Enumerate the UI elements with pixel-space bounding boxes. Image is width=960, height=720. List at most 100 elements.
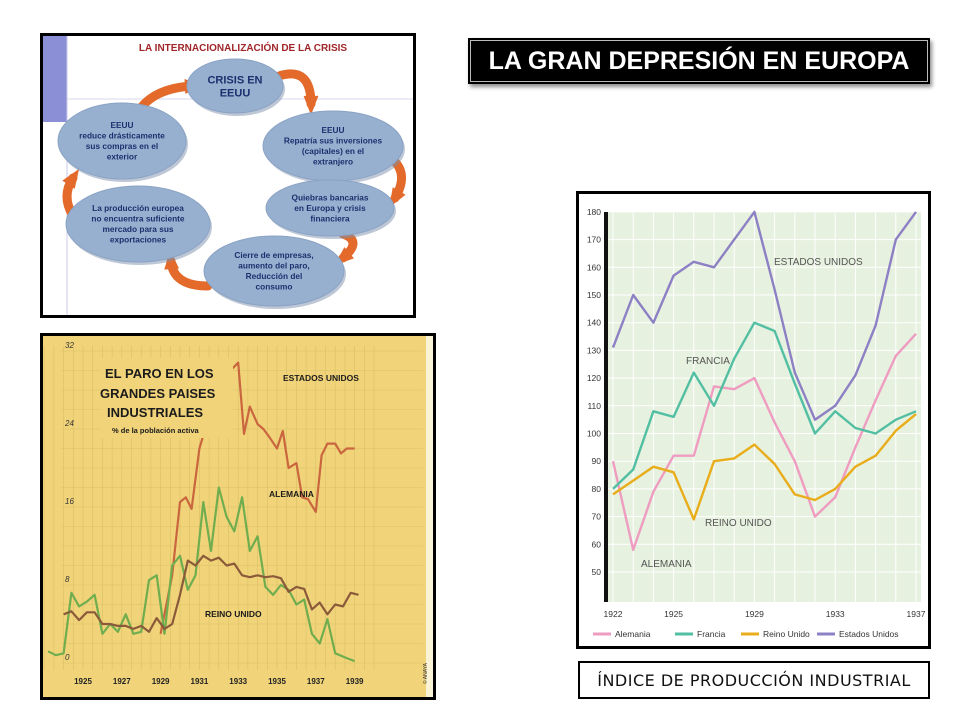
production-y-tick: 180 <box>587 207 601 217</box>
production-y-axis-bar <box>604 212 608 602</box>
production-x-tick: 1922 <box>604 609 623 619</box>
cycle-node-text: EEUU <box>220 87 251 99</box>
cycle-node-text: (capitales) en el <box>302 146 364 156</box>
unemployment-x-tick: 1927 <box>113 677 131 686</box>
production-y-tick: 130 <box>587 345 601 355</box>
cycle-node-text: aumento del paro, <box>238 261 309 271</box>
legend-label: Alemania <box>615 629 651 639</box>
cycle-node-text: exterior <box>107 152 138 162</box>
production-y-tick: 90 <box>592 456 602 466</box>
production-x-tick: 1929 <box>745 609 764 619</box>
production-caption-text: ÍNDICE DE PRODUCCIÓN INDUSTRIAL <box>597 670 911 690</box>
production-caption: ÍNDICE DE PRODUCCIÓN INDUSTRIAL <box>578 661 930 699</box>
production-series-estados-unidos <box>611 210 917 421</box>
cycle-node-text: reduce drásticamente <box>79 131 165 141</box>
cycle-canvas: LA INTERNACIONALIZACIÓN DE LA CRISIS CRI… <box>43 36 413 315</box>
unemployment-heading-line-2: GRANDES PAISES <box>100 386 216 401</box>
production-x-tick: 1933 <box>826 609 845 619</box>
unemployment-x-tick: 1935 <box>268 677 286 686</box>
cycle-node-text: La producción europea <box>92 203 184 213</box>
cycle-node-text: en Europa y crisis <box>294 203 366 213</box>
production-x-ticks: 1922 1925 1929 1933 1937 <box>604 609 926 619</box>
cycle-node-text: Repatría sus inversiones <box>284 136 383 146</box>
unemployment-y-tick: 0 <box>65 653 70 662</box>
production-plot-area <box>608 212 921 602</box>
unemployment-series-alemania <box>47 486 355 663</box>
cycle-arrowhead-2 <box>389 187 406 208</box>
cycle-node-text: EEUU <box>110 120 133 130</box>
production-legend: Alemania Francia Reino Unido Estados Unidos <box>593 629 899 639</box>
legend-item-estados-unidos: Estados Unidos <box>817 629 899 639</box>
cycle-node-ellipse <box>203 235 345 307</box>
unemployment-x-ticks: 1925 1927 1929 1931 1933 1935 1937 1939 <box>74 677 364 686</box>
annotation-alemania: ALEMANIA <box>641 559 692 570</box>
cycle-node-text: CRISIS EN <box>207 74 262 86</box>
cycle-arrowhead-5 <box>62 168 80 189</box>
cycle-node-text: mercado para sus <box>102 224 173 234</box>
cycle-node-text: EEUU <box>321 125 344 135</box>
cycle-node-text: consumo <box>256 282 293 292</box>
unemployment-y-tick: 8 <box>65 575 70 584</box>
unemployment-x-tick: 1933 <box>229 677 247 686</box>
legend-label: Reino Unido <box>763 629 810 639</box>
unemployment-x-tick: 1925 <box>74 677 92 686</box>
unemployment-x-tick: 1937 <box>307 677 325 686</box>
unemployment-series <box>47 361 359 663</box>
unemployment-heading-line-3: INDUSTRIALES <box>107 405 203 420</box>
legend-item-reino-unido: Reino Unido <box>741 629 810 639</box>
production-chart: 50 60 70 80 90 100 110 120 130 140 150 160 170 180 19… <box>579 194 928 646</box>
unemployment-x-tick: 1939 <box>346 677 364 686</box>
production-y-tick: 170 <box>587 235 601 245</box>
unemployment-page-edge <box>426 336 433 697</box>
cycle-node-text: sus compras en el <box>86 141 158 151</box>
unemployment-y-tick: 24 <box>64 419 74 428</box>
crisis-cycle-diagram: LA INTERNACIONALIZACIÓN DE LA CRISIS CRI… <box>40 33 416 318</box>
production-y-tick: 80 <box>592 484 602 494</box>
unemployment-chart: 0 8 16 24 32 1925 1927 1929 1931 1933 1935 1937 193… <box>43 336 433 697</box>
legend-item-francia: Francia <box>675 629 726 639</box>
cycle-arrowhead-1 <box>303 95 319 115</box>
cycle-sidebar-band <box>43 36 67 122</box>
production-y-tick: 150 <box>587 290 601 300</box>
production-x-tick: 1925 <box>664 609 683 619</box>
label-alemania: ALEMANIA <box>269 489 314 499</box>
unemployment-y-ticks: 0 8 16 24 32 <box>64 341 74 662</box>
unemployment-series-estados-unidos <box>159 361 355 635</box>
unemployment-heading-box <box>101 358 233 438</box>
cycle-node-text: Cierre de empresas, <box>234 250 313 260</box>
cycle-node-ellipse <box>57 102 187 180</box>
cycle-node-ellipse <box>265 179 395 237</box>
production-series-francia <box>612 321 917 490</box>
cycle-node-ellipse <box>65 185 211 263</box>
legend-label: Francia <box>697 629 726 639</box>
unemployment-x-tick: 1929 <box>152 677 170 686</box>
cycle-node-text: financiera <box>310 213 350 223</box>
cycle-node-text: extranjero <box>313 157 353 167</box>
cycle-title: LA INTERNACIONALIZACIÓN DE LA CRISIS <box>139 41 347 54</box>
production-x-tick: 1937 <box>907 609 926 619</box>
legend-label: Estados Unidos <box>839 629 899 639</box>
unemployment-series-reino-unido <box>63 554 359 633</box>
cycle-node-ellipse <box>186 58 284 114</box>
production-y-tick: 60 <box>592 539 602 549</box>
slide-title-text: LA GRAN DEPRESIÓN EN EUROPA <box>488 46 910 75</box>
production-y-tick: 140 <box>587 318 601 328</box>
production-y-tick: 110 <box>587 401 601 411</box>
legend-item-alemania: Alemania <box>593 629 651 639</box>
cycle-node-text: no encuentra suficiente <box>91 214 185 224</box>
slide-title: LA GRAN DEPRESIÓN EN EUROPA <box>468 38 930 84</box>
unemployment-chart-panel: 0 8 16 24 32 1925 1927 1929 1931 1933 1935 1937 193… <box>40 333 436 700</box>
annotation-francia: FRANCIA <box>686 356 730 367</box>
unemployment-x-tick: 1931 <box>191 677 209 686</box>
unemployment-y-tick: 32 <box>65 341 74 350</box>
annotation-estados-unidos: ESTADOS UNIDOS <box>774 257 863 268</box>
cycle-node-4: Cierre de empresas,aumento del paro,Redu… <box>203 235 346 309</box>
unemployment-credit: © ANAYA <box>422 662 429 684</box>
cycle-node-text: Quiebras bancarias <box>291 192 368 202</box>
production-series-alemania <box>611 332 917 551</box>
